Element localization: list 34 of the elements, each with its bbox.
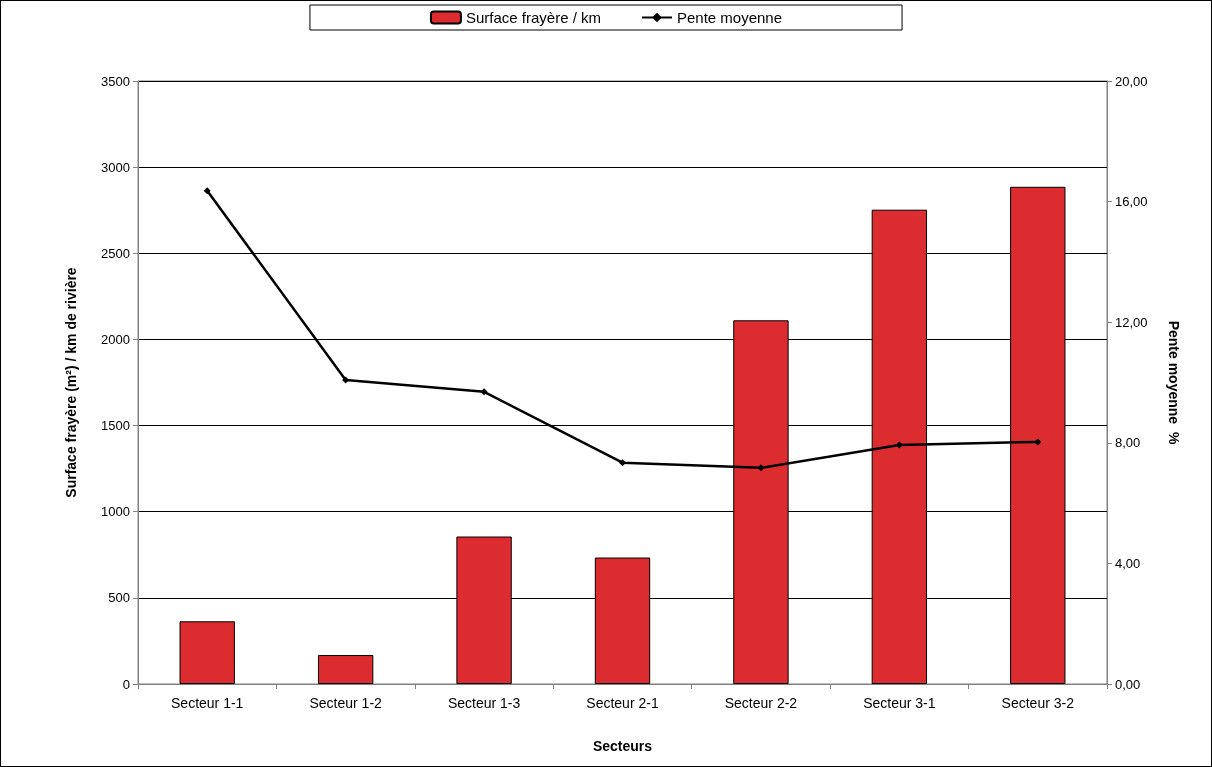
y-tick-label: 0 bbox=[122, 676, 130, 692]
x-tick-label: Secteur 2-1 bbox=[586, 695, 659, 711]
point bbox=[895, 441, 903, 449]
y2-tick-label: 20,00 bbox=[1115, 73, 1148, 89]
legend-label: Surface frayère / km bbox=[465, 9, 601, 26]
legend-label: Pente moyenne bbox=[676, 9, 783, 26]
y2-tick-label: 16,00 bbox=[1115, 194, 1148, 210]
x-tick-label: Secteur 1-3 bbox=[447, 695, 521, 711]
y-tick-label: 3000 bbox=[101, 159, 130, 175]
y-tick-label: 1500 bbox=[101, 418, 130, 434]
x-tick-label: Secteur 3-2 bbox=[1001, 695, 1075, 711]
y-tick-label: 3500 bbox=[101, 73, 130, 89]
point bbox=[619, 459, 626, 467]
bar bbox=[179, 621, 235, 684]
y-tick-label: 1000 bbox=[101, 504, 130, 520]
y2-tick-label: 8,00 bbox=[1115, 435, 1141, 451]
y-tick-label: 500 bbox=[108, 590, 130, 606]
y-axis-title: Surface frayère (m²) / km de rivière bbox=[63, 267, 79, 498]
y2-tick-label: 0,00 bbox=[1115, 676, 1141, 692]
point bbox=[1034, 438, 1042, 446]
x-tick-label: Secteur 3-1 bbox=[863, 695, 936, 711]
y2-axis-title: Pente moyenne % bbox=[1166, 320, 1182, 445]
x-tick-label: Secteur 1-2 bbox=[309, 695, 383, 711]
y2-tick-label: 4,00 bbox=[1115, 555, 1141, 571]
point bbox=[757, 464, 765, 472]
point bbox=[480, 388, 488, 396]
y-tick-label: 2500 bbox=[101, 245, 130, 261]
bar bbox=[317, 655, 374, 684]
y2-tick-label: 12,00 bbox=[1115, 314, 1148, 330]
x-tick-label: Secteur 2-2 bbox=[724, 695, 798, 711]
x-tick-label: Secteur 1-1 bbox=[171, 695, 244, 711]
point bbox=[203, 187, 211, 195]
y-tick-label: 2000 bbox=[101, 331, 130, 347]
x-axis-title: Secteurs bbox=[592, 738, 653, 754]
